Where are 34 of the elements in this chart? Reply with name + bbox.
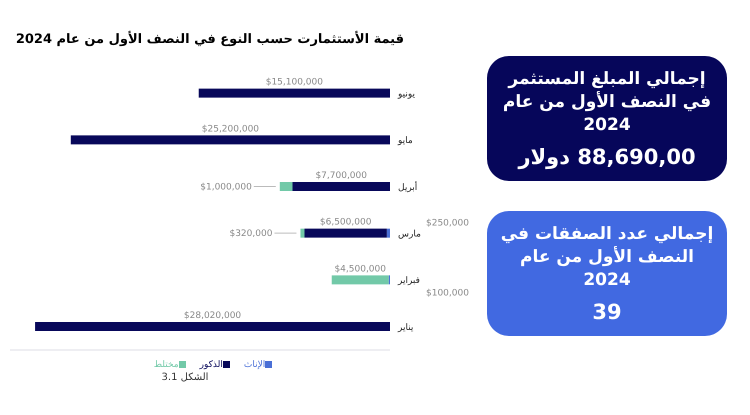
text: 88,690,00 دولار <box>516 145 697 169</box>
y-tick-label: أبريل <box>398 180 418 193</box>
bar <box>332 275 389 284</box>
y-tick-label: فبراير <box>397 276 420 286</box>
data-label: $1,000,000 <box>200 182 252 192</box>
bar <box>70 135 390 144</box>
text: 39 <box>591 300 623 324</box>
y-tick-label: مارس <box>398 230 422 240</box>
legend-label: الذكور <box>200 360 223 370</box>
legend-label: الإناث <box>244 360 266 370</box>
data-label: $28,020,000 <box>184 311 242 321</box>
bar <box>292 182 390 191</box>
bar <box>386 228 390 238</box>
text: إجمالي المبلغ المستثمر في النصف الأول من عام 2024 <box>502 68 712 137</box>
data-label: $4,500,000 <box>334 264 386 274</box>
y-tick-label: يونيو <box>397 90 416 100</box>
data-label: $15,100,000 <box>266 78 324 88</box>
chart-title: قيمة الأستثمارت حسب النوع في النصف الأول من عام 2024 <box>14 32 404 47</box>
data-label: $6,500,000 <box>320 218 372 228</box>
data-label: $100,000 <box>426 288 470 298</box>
bar <box>280 182 292 191</box>
text: إجمالي عدد الصفقات في النصف الأول من عام 2024 <box>500 223 714 292</box>
data-label: $320,000 <box>229 229 273 240</box>
data-label: $7,700,000 <box>315 171 368 181</box>
bar <box>300 228 304 238</box>
text: الشكل 3.1 <box>160 372 210 383</box>
data-label: $250,000 <box>426 218 470 229</box>
bar <box>304 228 387 238</box>
y-tick-label: يناير <box>397 322 414 333</box>
bar <box>198 88 390 98</box>
data-label: $25,200,000 <box>202 124 260 134</box>
legend-label: مختلط <box>154 360 179 370</box>
bar <box>35 322 390 331</box>
y-tick-label: مايو <box>397 136 413 146</box>
